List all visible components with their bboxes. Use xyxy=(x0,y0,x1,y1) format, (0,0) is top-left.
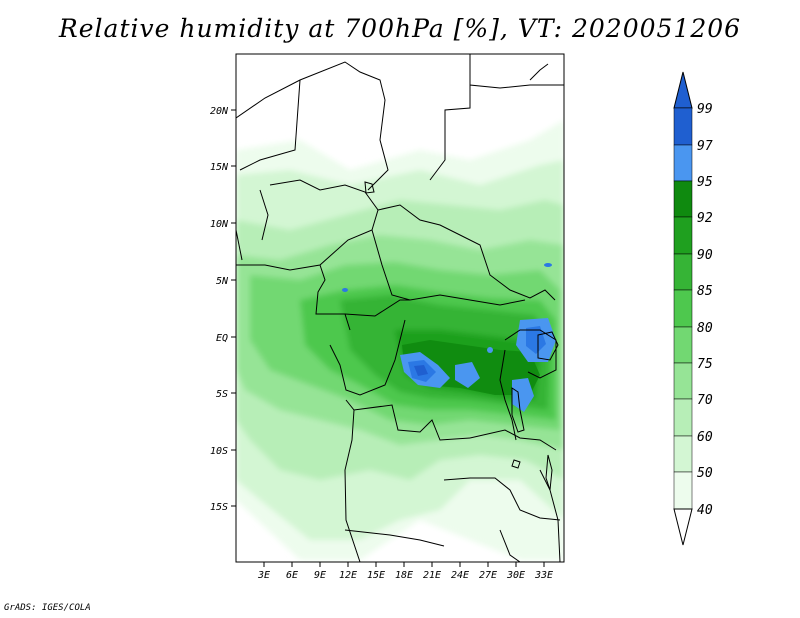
colorbar-segment-60 xyxy=(673,435,693,473)
rh-speck xyxy=(544,263,552,267)
colorbar-segment-97 xyxy=(673,144,693,182)
lake-tanganyika xyxy=(511,387,525,433)
colorbar-segment-50 xyxy=(673,471,693,510)
colorbar: 99 97 95 92 90 85 80 75 70 60 50 40 xyxy=(673,71,713,546)
colorbar-label: 97 xyxy=(697,139,713,154)
lon-tick-label: 21E xyxy=(423,570,441,581)
lat-tick-label: EQ xyxy=(216,333,228,344)
lon-tick-label: 24E xyxy=(451,570,469,581)
lat-tick-label: 5N xyxy=(216,276,229,287)
rh-95-region-2 xyxy=(455,362,480,388)
colorbar-label: 75 xyxy=(697,357,713,372)
colorbar-label: 95 xyxy=(697,175,713,190)
lon-tick-label: 3E xyxy=(257,570,270,581)
lake-kariba xyxy=(511,459,521,469)
rh-99-region xyxy=(414,365,428,376)
lat-tick-label: 15S xyxy=(210,502,228,513)
colorbar-label: 99 xyxy=(697,102,713,117)
colorbar-label: 85 xyxy=(697,284,713,299)
lake-malawi xyxy=(545,454,553,491)
map-frame xyxy=(235,53,565,563)
lon-tick-label: 18E xyxy=(395,570,413,581)
lon-tick-label: 27E xyxy=(479,570,497,581)
colorbar-label: 80 xyxy=(697,321,713,336)
colorbar-label: 50 xyxy=(697,466,713,481)
lake-chad xyxy=(364,181,375,194)
lake-victoria xyxy=(537,331,559,361)
lat-tick-label: 10N xyxy=(210,219,229,230)
lon-tick-label: 30E xyxy=(506,570,525,581)
lon-tick-label: 12E xyxy=(339,570,357,581)
lat-axis: 20N 15N 10N 5N EQ 5S 10S 15S xyxy=(210,106,236,513)
colorbar-top-arrow xyxy=(673,71,693,109)
country-borders xyxy=(236,54,564,562)
lon-axis: 3E 6E 9E 12E 15E 18E 21E 24E 27E 30E 33E xyxy=(257,562,553,581)
map-title: Relative humidity at 700hPa [%], VT: 202… xyxy=(58,14,742,43)
colorbar-segment-75 xyxy=(673,362,693,400)
lat-tick-label: 20N xyxy=(210,106,229,117)
colorbar-label: 60 xyxy=(697,430,713,445)
colorbar-label: 70 xyxy=(697,393,713,408)
colorbar-segment-92 xyxy=(673,216,693,255)
grads-credit: GrADS: IGES/COLA xyxy=(4,603,91,613)
lon-tick-label: 33E xyxy=(534,570,553,581)
colorbar-label: 90 xyxy=(697,248,713,263)
rh-speck xyxy=(342,288,348,292)
colorbar-segment-90 xyxy=(673,253,693,291)
colorbar-segment-95 xyxy=(673,180,693,218)
rh-speck xyxy=(487,347,493,353)
colorbar-label: 92 xyxy=(697,211,713,226)
colorbar-bottom-arrow xyxy=(673,508,693,546)
lon-tick-label: 9E xyxy=(314,570,326,581)
rh-95-region-4 xyxy=(512,378,534,412)
lon-tick-label: 6E xyxy=(286,570,298,581)
colorbar-segment-99 xyxy=(673,107,693,146)
lon-tick-label: 15E xyxy=(367,570,385,581)
lat-tick-label: 5S xyxy=(216,389,228,400)
lat-tick-label: 15N xyxy=(210,162,229,173)
lakes xyxy=(364,181,559,491)
colorbar-segment-70 xyxy=(673,398,693,437)
lat-tick-label: 10S xyxy=(210,446,228,457)
colorbar-segment-85 xyxy=(673,289,693,328)
colorbar-segment-80 xyxy=(673,326,693,364)
colorbar-label: 40 xyxy=(697,503,713,518)
rh-97-region-2 xyxy=(526,326,546,354)
